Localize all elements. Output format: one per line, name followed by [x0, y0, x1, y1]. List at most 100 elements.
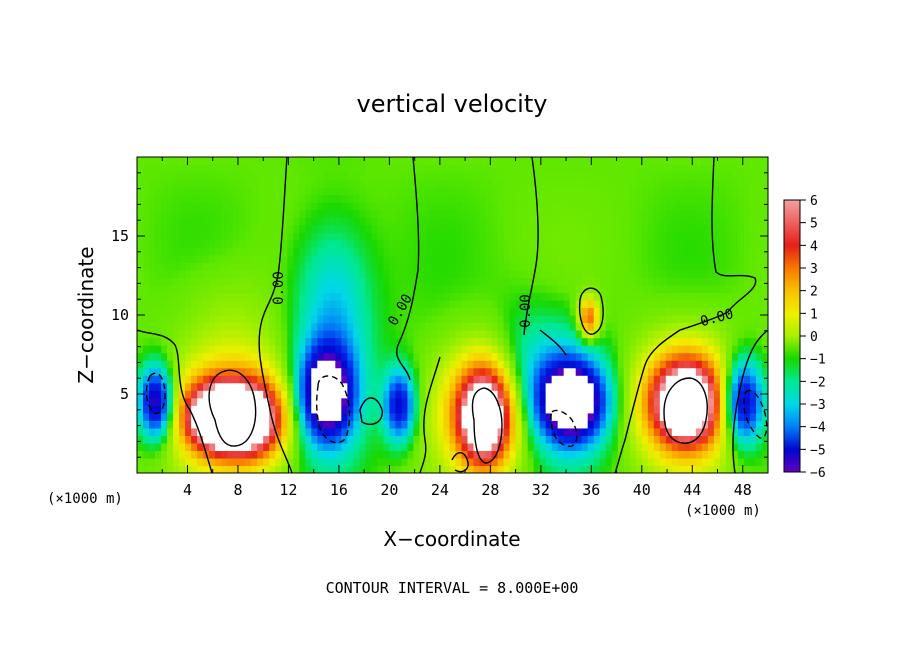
field-cell: [551, 164, 559, 173]
field-cell: [167, 352, 174, 361]
field-cell: [473, 269, 481, 278]
field-cell: [275, 247, 282, 256]
field-cell: [527, 179, 535, 188]
field-cell: [413, 179, 421, 188]
field-cell: [599, 450, 607, 459]
field-cell: [335, 194, 342, 203]
field-cell: [359, 202, 366, 211]
field-cell: [401, 450, 409, 459]
field-cell: [539, 209, 547, 218]
field-cell: [341, 179, 348, 188]
field-cell: [173, 390, 180, 399]
field-cell: [209, 217, 216, 226]
field-cell: [245, 375, 252, 384]
field-cell: [485, 172, 493, 181]
field-cell: [443, 405, 451, 414]
field-cell: [743, 262, 751, 271]
field-cell: [281, 269, 288, 278]
field-cell: [731, 442, 739, 452]
field-cell: [599, 435, 607, 444]
field-cell: [527, 202, 535, 211]
field-cell: [413, 284, 421, 294]
field-cell: [209, 405, 216, 414]
field-cell: [311, 360, 318, 369]
field-cell: [353, 157, 360, 166]
field-cell: [503, 330, 511, 339]
field-cell: [389, 299, 397, 309]
field-cell: [209, 202, 216, 211]
field-cell: [215, 164, 222, 173]
field-cell: [749, 179, 757, 188]
field-cell: [587, 299, 595, 309]
field-cell: [443, 382, 451, 391]
field-cell: [431, 420, 439, 429]
field-cell: [515, 172, 523, 181]
field-cell: [689, 157, 697, 166]
field-cell: [515, 239, 523, 248]
field-cell: [185, 435, 192, 444]
field-cell: [479, 465, 487, 473]
field-cell: [455, 315, 463, 324]
field-cell: [671, 345, 679, 354]
field-cell: [305, 299, 312, 309]
field-cell: [647, 427, 655, 436]
field-cell: [455, 322, 463, 331]
field-cell: [677, 239, 685, 248]
field-cell: [293, 247, 300, 256]
field-cell: [563, 442, 571, 452]
field-cell: [455, 337, 463, 346]
field-cell: [743, 352, 751, 361]
field-cell: [521, 465, 529, 473]
field-cell: [539, 420, 547, 429]
field-cell: [599, 224, 607, 233]
field-cell: [413, 187, 421, 196]
field-cell: [677, 367, 685, 376]
field-cell: [719, 337, 727, 346]
field-cell: [677, 442, 685, 452]
field-cell: [227, 457, 234, 467]
field-cell: [497, 322, 505, 331]
field-cell: [611, 435, 619, 444]
field-cell: [557, 457, 565, 467]
field-cell: [491, 397, 499, 406]
field-cell: [305, 187, 312, 196]
field-cell: [137, 367, 144, 376]
field-cell: [233, 442, 240, 452]
field-cell: [653, 269, 661, 278]
field-cell: [599, 375, 607, 384]
field-cell: [671, 420, 679, 429]
field-cell: [431, 307, 439, 316]
field-cell: [551, 284, 559, 294]
field-cell: [407, 390, 415, 399]
field-cell: [263, 427, 270, 436]
field-cell: [605, 375, 613, 384]
field-cell: [719, 217, 727, 226]
field-cell: [179, 299, 186, 309]
field-cell: [671, 284, 679, 294]
field-cell: [737, 217, 745, 226]
field-cell: [305, 284, 312, 294]
field-cell: [437, 269, 445, 278]
field-cell: [353, 202, 360, 211]
field-cell: [137, 202, 144, 211]
field-cell: [155, 247, 162, 256]
field-cell: [653, 450, 661, 459]
field-cell: [737, 299, 745, 309]
field-cell: [599, 405, 607, 414]
field-cell: [173, 187, 180, 196]
field-cell: [263, 247, 270, 256]
field-cell: [203, 292, 210, 301]
field-cell: [473, 202, 481, 211]
contour-interval-note: CONTOUR INTERVAL = 8.000E+00: [326, 579, 579, 597]
field-cell: [179, 420, 186, 429]
field-cell: [701, 427, 709, 436]
field-cell: [683, 450, 691, 459]
field-cell: [611, 307, 619, 316]
field-cell: [689, 284, 697, 294]
field-cell: [395, 435, 403, 444]
field-cell: [503, 299, 511, 309]
field-cell: [347, 382, 354, 391]
field-cell: [167, 397, 174, 406]
field-cell: [575, 405, 583, 414]
field-cell: [497, 352, 505, 361]
